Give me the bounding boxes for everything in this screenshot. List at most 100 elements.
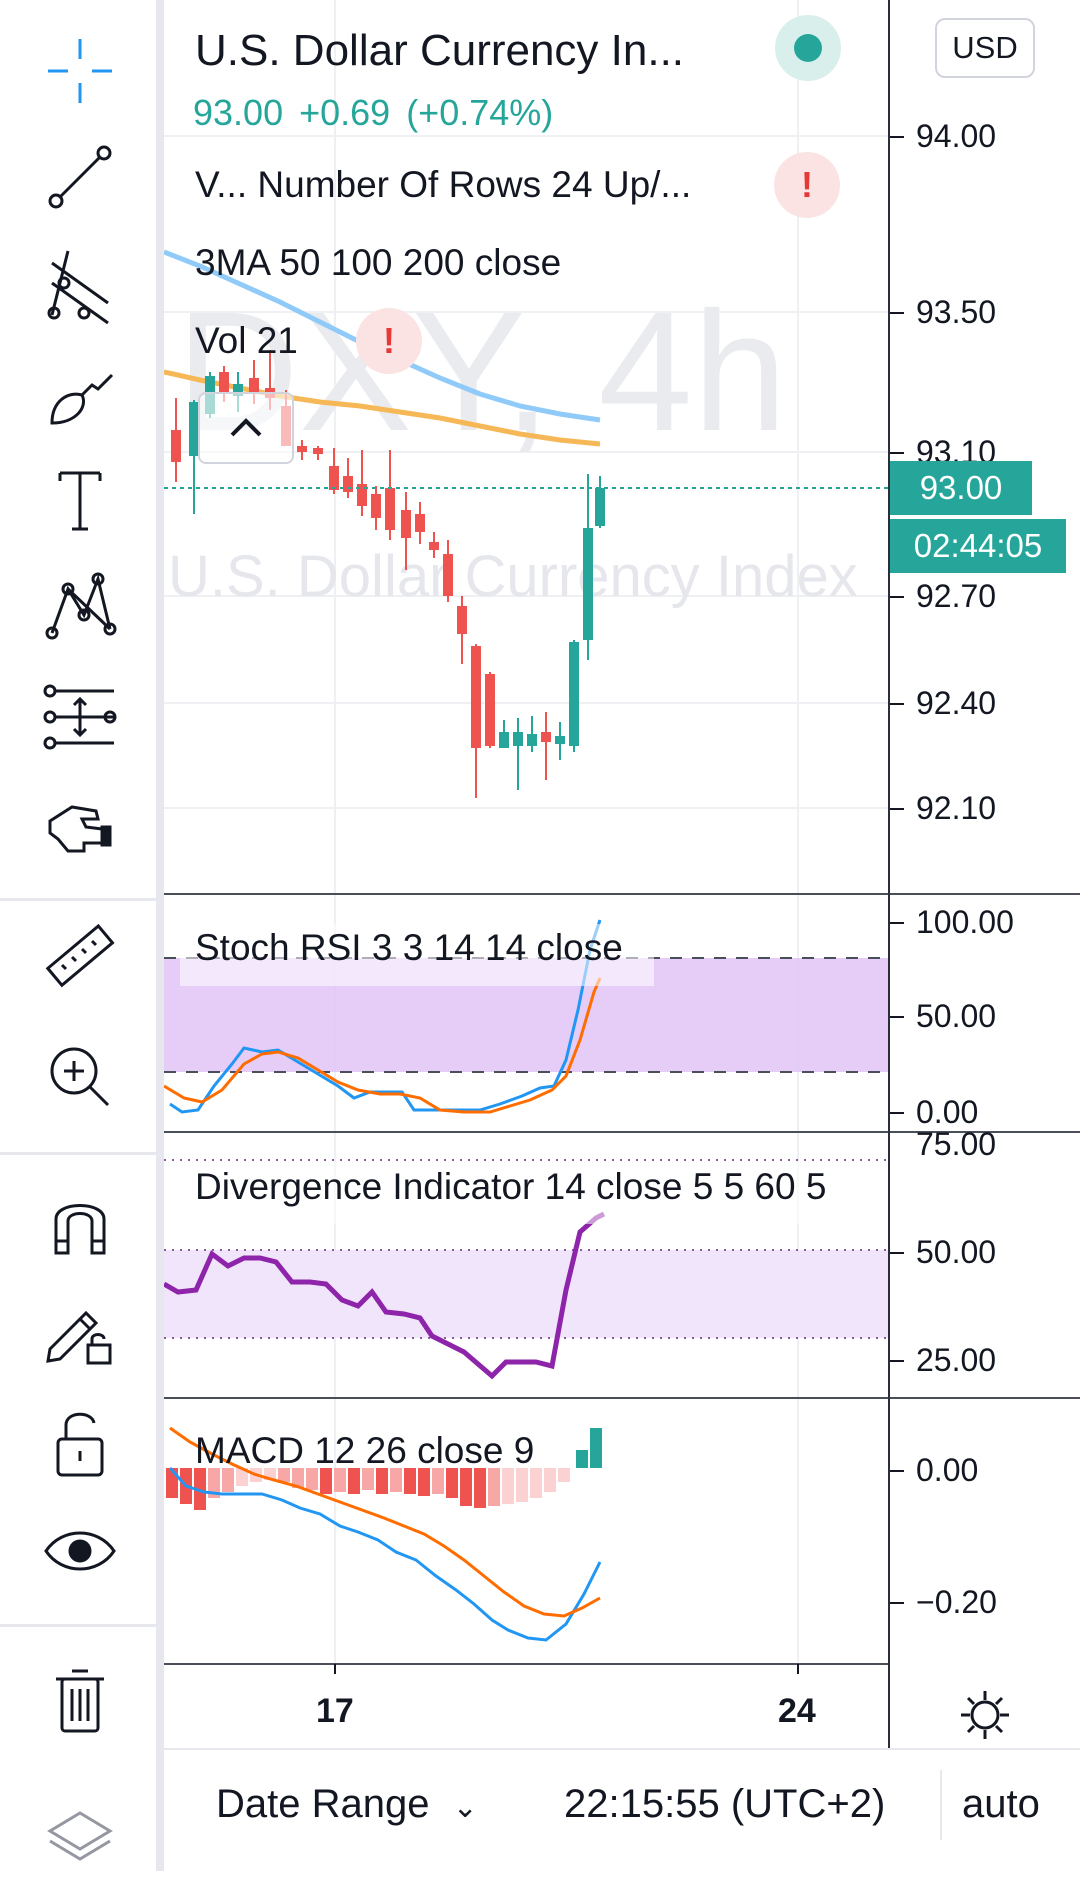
macd-hist-bar: [292, 1468, 304, 1488]
stoch-d-line: [164, 977, 602, 1114]
stoch-tick: 100.00: [916, 904, 1014, 940]
candle-body: [583, 528, 593, 640]
candle-body: [357, 484, 367, 506]
divergence-legend[interactable]: Divergence Indicator 14 close 5 5 60 5: [195, 1166, 827, 1207]
toolbar-separator: [0, 1152, 158, 1155]
toolbar-border: [156, 0, 164, 1871]
candle-body: [457, 606, 467, 634]
macd-hist-bar: [516, 1468, 528, 1502]
macd-hist-bar: [530, 1468, 542, 1498]
price-change-line: 93.00 +0.69 (+0.74%): [193, 92, 569, 134]
macd-hist-bar: [544, 1468, 556, 1492]
eye-icon[interactable]: [30, 1506, 130, 1596]
macd-tick: 0.00: [916, 1452, 979, 1488]
divergence-tick: 25.00: [916, 1342, 997, 1378]
candle-body: [555, 736, 565, 744]
tick-mark: [890, 452, 904, 454]
price-change-pct: (+0.74%): [406, 92, 554, 133]
symbol-title[interactable]: U.S. Dollar Currency In...: [195, 26, 685, 75]
tick-mark: [890, 703, 904, 705]
chart-settings-gear-icon[interactable]: [955, 1685, 1015, 1745]
macd-tick: −0.20: [916, 1584, 997, 1620]
layers-icon[interactable]: [30, 1790, 130, 1880]
divergence-band: [164, 1250, 888, 1338]
macd-hist-bar: [502, 1468, 514, 1504]
macd-legend[interactable]: MACD 12 26 close 9: [195, 1430, 535, 1471]
hand-pointer-icon[interactable]: [30, 780, 130, 870]
volume-warning-icon[interactable]: !: [356, 308, 422, 374]
time-zone-clock[interactable]: 22:15:55 (UTC+2): [564, 1782, 886, 1826]
candles: [171, 350, 605, 798]
watermark-name: U.S. Dollar Currency Index: [168, 544, 858, 609]
zoom-in-icon[interactable]: [30, 1032, 130, 1122]
price-tick: 92.70: [916, 578, 997, 614]
candle-body: [595, 488, 605, 526]
pane-separators: [164, 893, 1080, 1665]
exclamation-icon: !: [801, 164, 813, 205]
currency-button[interactable]: USD: [935, 18, 1035, 78]
ma-legend[interactable]: 3MA 50 100 200 close: [195, 242, 562, 283]
date-tick: 24: [778, 1692, 816, 1730]
text-icon[interactable]: [30, 454, 130, 544]
date-range-dropdown[interactable]: Date Range ⌄: [216, 1782, 478, 1827]
macd-hist-bar: [460, 1468, 472, 1506]
trash-icon[interactable]: [30, 1654, 130, 1744]
candle-body: [401, 510, 411, 538]
macd-hist-bar: [488, 1468, 500, 1506]
stoch-tick: 50.00: [916, 998, 997, 1034]
brush-icon[interactable]: [30, 348, 130, 438]
candle-body: [485, 674, 495, 746]
macd-hist-bar: [376, 1468, 388, 1494]
magnet-icon[interactable]: [30, 1178, 130, 1268]
tick-mark: [797, 1664, 799, 1674]
price-axis-line: [888, 0, 890, 1748]
bar-countdown-tag: 02:44:05: [890, 519, 1066, 573]
stoch-legend-bg: [180, 924, 654, 986]
candle-body: [249, 378, 259, 392]
price-change: +0.69: [299, 92, 391, 133]
last-price-tag: 93.00: [890, 461, 1032, 515]
pattern-icon[interactable]: [30, 560, 130, 650]
tick-mark: [334, 1664, 336, 1674]
macd-hist-bar: [446, 1468, 458, 1498]
candle-body: [443, 554, 453, 596]
candle-body: [541, 732, 551, 742]
drawing-lock-icon[interactable]: [30, 1286, 130, 1376]
macd-hist-bar: [558, 1468, 570, 1482]
candle-body: [313, 448, 323, 454]
macd-hist-bar: [222, 1468, 234, 1492]
macd-hist-bar: [306, 1468, 318, 1490]
fib-channel-icon[interactable]: [30, 240, 130, 330]
macd-hist-bar: [194, 1468, 206, 1510]
trend-line-icon[interactable]: [30, 132, 130, 222]
vrvp-warning-icon[interactable]: !: [774, 152, 840, 218]
vrvp-legend[interactable]: V... Number Of Rows 24 Up/...: [195, 164, 692, 205]
market-status-indicator[interactable]: [775, 15, 841, 81]
tick-mark: [890, 312, 904, 314]
prediction-icon[interactable]: [30, 672, 130, 762]
exclamation-icon: !: [383, 320, 395, 361]
crosshair-icon[interactable]: [30, 26, 130, 116]
volume-legend[interactable]: Vol 21: [195, 320, 298, 361]
candle-body: [513, 732, 523, 746]
macd-hist-bar: [390, 1468, 402, 1492]
date-range-label: Date Range: [216, 1782, 430, 1826]
candle-body: [297, 446, 307, 452]
macd-hist-bar: [362, 1468, 374, 1490]
collapse-legend-button[interactable]: [198, 392, 294, 464]
stoch-tick: 0.00: [916, 1094, 979, 1130]
tick-mark: [890, 1252, 904, 1254]
auto-scale-button[interactable]: auto: [962, 1782, 1040, 1826]
macd-hist-bar: [404, 1468, 416, 1494]
candle-body: [385, 488, 395, 530]
lock-icon[interactable]: [30, 1396, 130, 1486]
divergence-tick: 75.00: [916, 1126, 997, 1162]
ruler-icon[interactable]: [30, 912, 130, 1002]
stoch-legend[interactable]: Stoch RSI 3 3 14 14 close: [195, 927, 623, 968]
macd-hist-bar: [236, 1468, 248, 1486]
left-toolbar: [0, 0, 158, 1871]
bottom-bar-divider: [940, 1770, 942, 1840]
bottom-bar: [164, 1748, 1080, 1871]
tick-mark: [890, 808, 904, 810]
macd-line: [168, 1467, 602, 1642]
